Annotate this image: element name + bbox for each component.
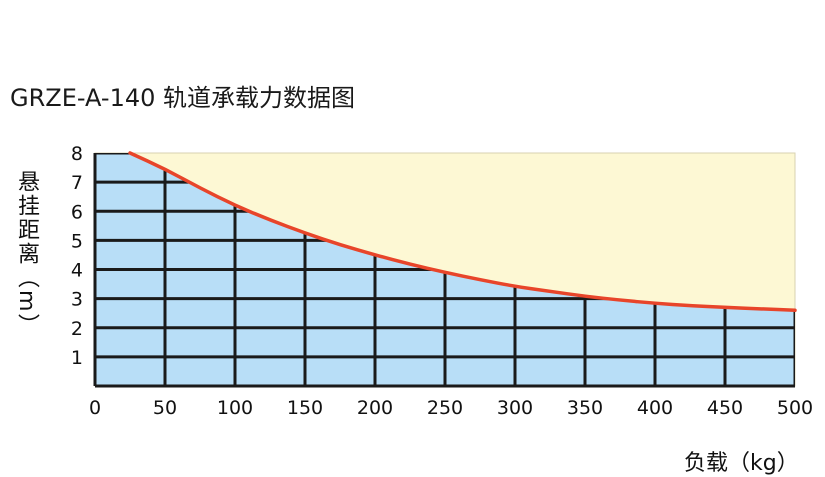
x-tick-label: 50 [153, 397, 177, 419]
y-tick-label: 1 [71, 347, 83, 369]
chart-title: GRZE-A-140 轨道承载力数据图 [10, 84, 355, 112]
x-tick-label: 350 [567, 397, 603, 419]
y-tick-label: 8 [71, 143, 83, 165]
capacity-curve-line [128, 151, 797, 313]
tick-labels: 0 50 100 150 200 250 300 350 400 450 500 1 2 3 4 5 6 7 8 [71, 143, 813, 419]
x-tick-label: 150 [287, 397, 323, 419]
y-tick-label: 2 [71, 318, 83, 340]
x-tick-label: 500 [777, 397, 813, 419]
x-tick-label: 0 [89, 397, 101, 419]
y-axis-label: 悬挂距离（m） [14, 170, 39, 338]
x-tick-label: 250 [427, 397, 463, 419]
x-tick-label: 100 [217, 397, 253, 419]
y-tick-label: 6 [71, 201, 83, 223]
load-curve [128, 151, 797, 313]
y-tick-label: 4 [71, 260, 83, 282]
y-tick-label: 5 [71, 230, 83, 252]
x-tick-label: 200 [357, 397, 393, 419]
x-tick-label: 300 [497, 397, 533, 419]
x-tick-label: 400 [637, 397, 673, 419]
x-axis-label: 负载（kg） [684, 451, 799, 476]
y-tick-label: 3 [71, 289, 83, 311]
x-tick-label: 450 [707, 397, 743, 419]
y-tick-label: 7 [71, 172, 83, 194]
